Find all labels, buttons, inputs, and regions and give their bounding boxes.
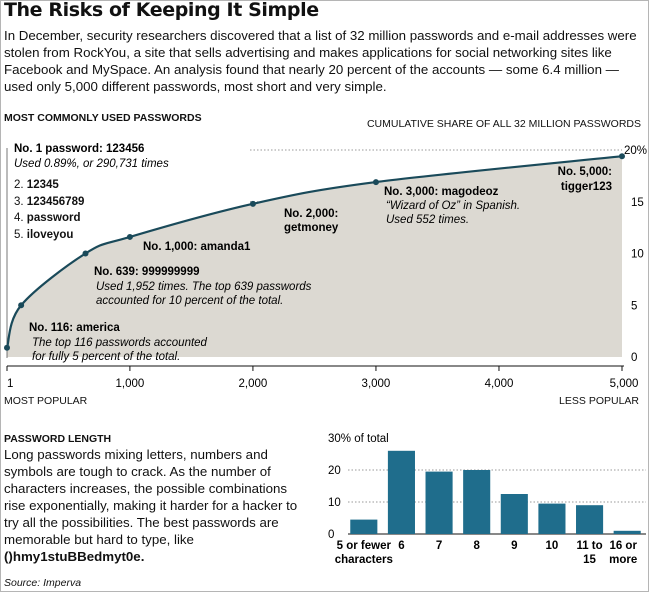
y-tick-label: 20% — [624, 145, 647, 157]
x-tick-label: 3,000 — [362, 378, 391, 390]
bar — [387, 450, 415, 534]
bar-category-label: 11 to — [576, 540, 602, 552]
page-title: The Risks of Keeping It Simple — [4, 0, 319, 21]
bar — [538, 503, 566, 534]
x-caption-most-popular: Most popular — [4, 395, 88, 407]
bar — [463, 470, 491, 534]
cumulative-curve — [5, 155, 623, 349]
annotation-639-title: No. 639: 999999999 — [94, 266, 200, 278]
bar-y-tick-label: 0 — [328, 529, 334, 541]
annotation-116-line1: The top 116 passwords accounted — [32, 337, 208, 349]
bar — [350, 519, 378, 534]
annotation-5000-title: No. 5,000: — [558, 166, 612, 178]
annotation-2000-title: No. 2,000: — [284, 208, 338, 220]
y-tick-label: 0 — [631, 352, 637, 364]
password-length-paragraph: Long passwords mixing letters, numbers a… — [4, 447, 298, 564]
bar — [425, 471, 453, 534]
annotation-3000-line2: Used 552 times. — [386, 214, 469, 226]
highlighted-points — [4, 153, 625, 351]
annotation-639-line1: Used 1,952 times. The top 639 passwords — [96, 281, 312, 293]
annotation-3000-title: No. 3,000: magodeoz — [384, 186, 499, 198]
annotation-116-line2: for fully 5 percent of the total. — [32, 351, 180, 363]
x-axis-ticks: 1 1,000 2,000 3,000 4,000 5,000 — [6, 366, 639, 390]
annotation-5000-password: tigger123 — [561, 181, 612, 193]
bar-category-label: 8 — [473, 540, 480, 552]
bar-category-label: 6 — [398, 540, 404, 552]
bar-y-tick-label: 30% of total — [328, 433, 389, 445]
bar-category-label: 16 or — [609, 540, 637, 552]
y-tick-label: 10 — [631, 249, 644, 261]
bar — [576, 505, 604, 534]
top-five-list: 2. 12345 3. 123456789 4. password 5. ilo… — [14, 177, 84, 243]
list-item: 4. password — [14, 212, 81, 224]
bar — [500, 494, 528, 534]
y-tick-label: 5 — [631, 300, 637, 312]
x-tick-label: 1 — [7, 378, 13, 390]
x-tick-label: 4,000 — [485, 378, 514, 390]
no1-password-title: No. 1 password: 123456 — [14, 143, 144, 155]
bar-category-label: 10 — [546, 540, 559, 552]
section-heading-common-passwords: Most commonly used passwords — [4, 112, 202, 124]
data-point — [18, 302, 25, 309]
bar-category-label: 9 — [511, 540, 517, 552]
bar-category-label: more — [609, 554, 637, 566]
x-tick-label: 1,000 — [116, 378, 145, 390]
bar-category-label: 7 — [436, 540, 442, 552]
bar-y-tick-label: 10 — [328, 497, 341, 509]
cumulative-area-fill — [7, 156, 622, 357]
section-heading-password-length: Password length — [4, 433, 112, 445]
annotation-3000-line1: “Wizard of Oz” in Spanish. — [386, 200, 520, 212]
x-caption-less-popular: Less popular — [559, 395, 639, 407]
annotation-2000-password: getmoney — [284, 222, 339, 234]
y-tick-label: 15 — [631, 197, 644, 209]
list-item: 5. iloveyou — [14, 228, 74, 241]
intro-paragraph: In December, security researchers discov… — [4, 28, 637, 94]
data-point — [372, 179, 379, 186]
chart2-y-ticks: 0 10 20 30% of total — [328, 433, 389, 541]
data-point — [126, 233, 133, 240]
chart2-category-labels: 5 or fewer characters 6 7 8 9 10 11 to 15 16 or mo… — [335, 540, 638, 566]
data-point — [249, 200, 256, 207]
source-note: Source: Imperva — [4, 577, 82, 589]
annotation-639-line2: accounted for 10 percent of the total. — [96, 295, 283, 307]
no1-password-note: Used 0.89%, or 290,731 times — [14, 158, 169, 170]
annotation-116-title: No. 116: america — [29, 322, 120, 334]
list-item: 2. 12345 — [14, 179, 59, 191]
length-bars — [350, 450, 641, 534]
bar — [613, 530, 641, 534]
y-axis-title: Cumulative share of all 32 million passw… — [366, 118, 641, 130]
bar-y-tick-label: 20 — [328, 465, 341, 477]
data-point — [82, 250, 89, 257]
x-tick-label: 5,000 — [610, 378, 639, 390]
y-axis-ticks: 0 5 10 15 20% — [624, 145, 647, 364]
list-item: 3. 123456789 — [14, 195, 85, 208]
data-point — [4, 344, 10, 351]
data-point — [619, 153, 625, 160]
bar-category-label: 5 or fewer — [337, 540, 392, 552]
example-password: ()hmy1stuBBedmyt0e. — [4, 549, 145, 564]
bar-category-label: 15 — [583, 554, 596, 566]
annotation-1000-title: No. 1,000: amanda1 — [143, 241, 251, 253]
bar-category-label: characters — [335, 554, 393, 566]
x-tick-label: 2,000 — [239, 378, 268, 390]
